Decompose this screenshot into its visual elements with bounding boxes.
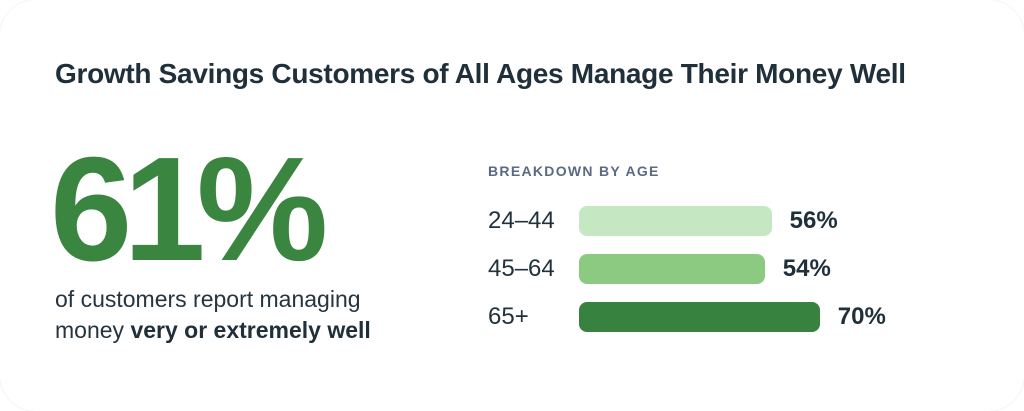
bar [579, 302, 820, 332]
bar-value-label: 54% [782, 255, 831, 282]
bar [579, 254, 765, 284]
bar-row: 24–44 56% [488, 206, 988, 236]
category-label: 45–64 [488, 255, 555, 282]
big-stat-value: 61% [50, 127, 328, 292]
stat-caption-line2-regular: money [55, 317, 125, 343]
category-label: 65+ [488, 303, 529, 330]
bar-chart: BREAKDOWN BY AGE 24–44 56% 45–64 54% 65+ 70% [488, 163, 988, 350]
bar [579, 206, 772, 236]
bar-value-label: 70% [837, 303, 886, 330]
stat-caption: of customers report managing money very o… [55, 284, 455, 346]
bar-row: 45–64 54% [488, 254, 988, 284]
bar-row: 65+ 70% [488, 302, 988, 332]
bar-value-label: 56% [789, 207, 838, 234]
category-label: 24–44 [488, 207, 555, 234]
chart-section-label: BREAKDOWN BY AGE [488, 163, 660, 179]
chart-rows: 24–44 56% 45–64 54% 65+ 70% [488, 206, 988, 332]
page-title: Growth Savings Customers of All Ages Man… [55, 58, 906, 89]
stat-caption-line1: of customers report managing [55, 286, 361, 312]
stat-caption-line2-bold: very or extremely well [130, 317, 371, 343]
